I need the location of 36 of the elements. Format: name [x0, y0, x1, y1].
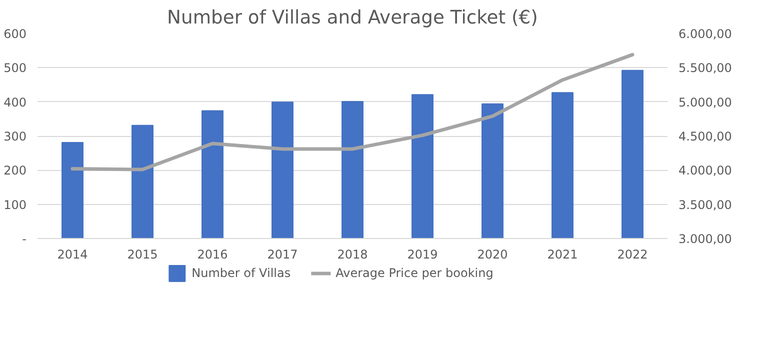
chart-title: Number of Villas and Average Ticket (€): [167, 8, 538, 28]
x-tick-label: 2015: [127, 248, 158, 262]
x-tick-label: 2022: [617, 248, 648, 262]
x-tick-label: 2018: [337, 248, 368, 262]
y2-tick-label: 6.000,00: [678, 27, 732, 41]
y2-tick-label: 4.000,00: [678, 164, 732, 178]
bar: [202, 110, 224, 238]
x-tick-label: 2016: [197, 248, 228, 262]
y2-tick-label: 3.500,00: [678, 198, 732, 212]
bar: [132, 124, 154, 238]
y-tick-label: 500: [4, 61, 26, 76]
x-tick-label: 2021: [547, 248, 578, 262]
y-tick-label: 100: [4, 198, 26, 212]
x-tick-label: 2014: [57, 248, 88, 262]
legend-label: Number of Villas: [192, 266, 291, 280]
x-tick-label: 2019: [407, 248, 438, 262]
bar: [412, 94, 434, 238]
bar: [622, 70, 644, 238]
y2-tick-label: 5.000,00: [678, 95, 732, 110]
x-tick-label: 2017: [267, 248, 298, 262]
bar: [342, 100, 364, 238]
y-tick-label: -: [22, 232, 27, 246]
bar: [272, 102, 294, 238]
y2-tick-label: 4.500,00: [678, 130, 732, 144]
bar: [482, 103, 504, 238]
y-tick-label: 400: [4, 95, 26, 110]
bar: [62, 142, 84, 238]
legend-label: Average Price per booking: [336, 266, 494, 280]
y-tick-label: 200: [4, 164, 26, 178]
y-tick-label: 600: [4, 27, 26, 41]
y2-tick-label: 5.500,00: [678, 61, 732, 76]
x-tick-label: 2020: [477, 248, 508, 262]
line-series: [70, 52, 634, 172]
y2-tick-label: 3.000,00: [678, 232, 732, 246]
bar: [552, 92, 574, 238]
y-tick-label: 300: [4, 130, 26, 144]
